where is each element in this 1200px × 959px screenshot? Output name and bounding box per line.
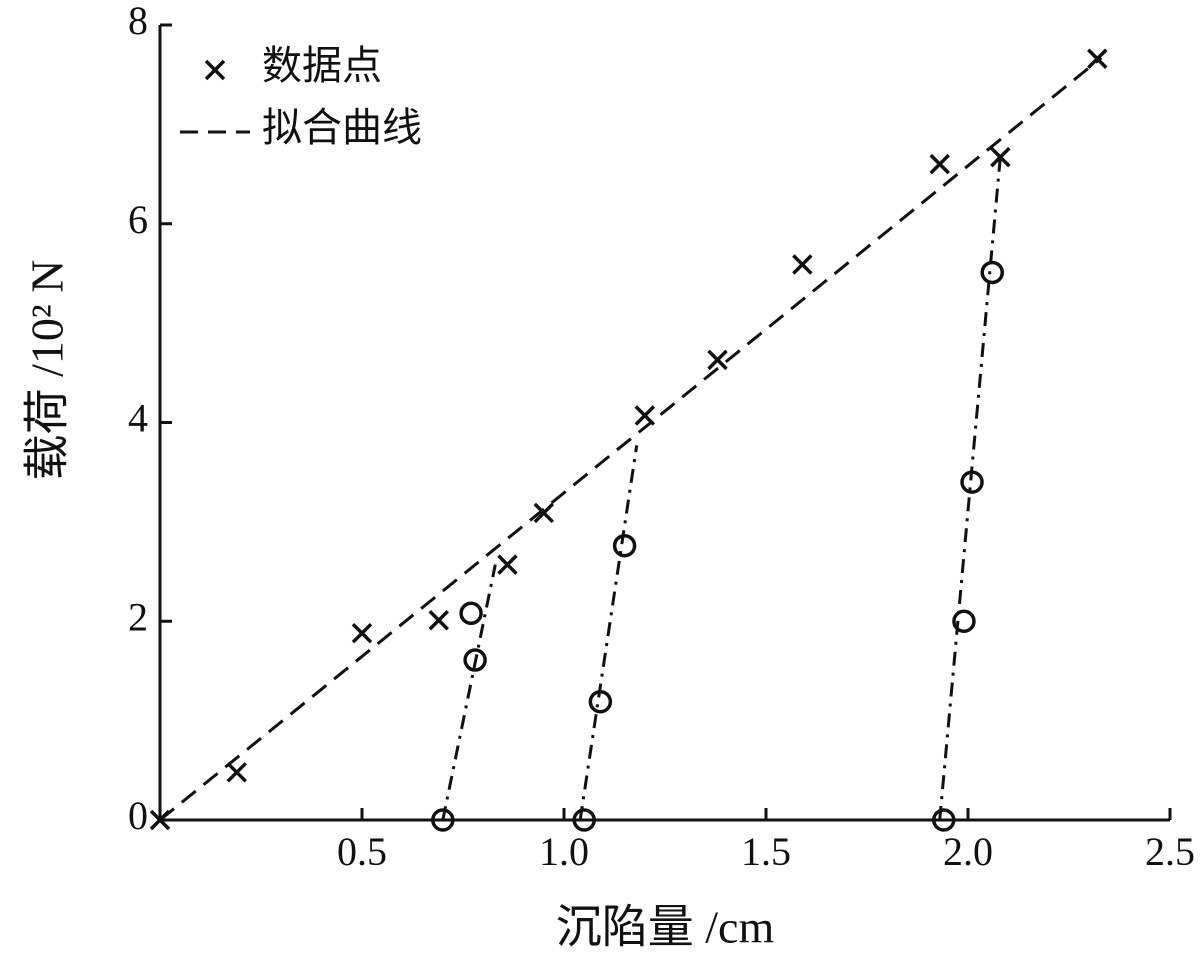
cross-marker xyxy=(929,153,950,175)
x-tick-label: 1.5 xyxy=(741,829,791,874)
cross-marker xyxy=(990,146,1011,168)
cross-stroke xyxy=(929,153,950,175)
x-tick-label: 1.0 xyxy=(539,829,589,874)
cross-marker xyxy=(204,59,226,81)
circle-marker xyxy=(952,609,976,633)
x-axis-title: 沉陷量 /cm xyxy=(556,902,775,953)
cross-marker xyxy=(792,254,813,275)
cross-marker xyxy=(1087,48,1108,70)
series-line xyxy=(441,564,497,821)
cross-stroke xyxy=(707,349,728,371)
circle-marker xyxy=(572,808,596,832)
circle-marker xyxy=(463,648,487,672)
series-line xyxy=(938,157,1002,821)
y-tick-label: 4 xyxy=(128,396,148,441)
cross-marker xyxy=(707,349,728,371)
circle-marker xyxy=(459,601,483,626)
cross-stroke xyxy=(533,502,555,524)
cross-stroke xyxy=(204,59,226,81)
cross-stroke xyxy=(428,610,449,631)
series-line xyxy=(578,445,639,821)
legend-label: 拟合曲线 xyxy=(262,105,422,150)
circle-marker xyxy=(980,260,1004,285)
x-tick-label: 0.5 xyxy=(337,829,387,874)
cross-marker xyxy=(226,762,247,783)
x-tick-label: 2.5 xyxy=(1145,829,1195,874)
circle-marker xyxy=(932,808,956,832)
cross-stroke xyxy=(351,622,373,644)
cross-stroke xyxy=(634,405,656,426)
cross-marker xyxy=(428,610,449,631)
x-tick-label: 2.0 xyxy=(943,829,993,874)
y-tick-label: 8 xyxy=(128,0,148,43)
circle-marker xyxy=(612,533,637,558)
y-tick-label: 0 xyxy=(128,793,148,838)
y-tick-label: 6 xyxy=(128,197,148,242)
cross-stroke xyxy=(226,762,247,783)
cross-stroke xyxy=(497,554,518,575)
cross-marker xyxy=(533,502,555,524)
y-axis-title: 载荷 /10² N xyxy=(22,260,73,481)
cross-stroke xyxy=(792,254,813,275)
y-tick-label: 2 xyxy=(128,594,148,639)
series-line xyxy=(159,56,1103,822)
circle-marker xyxy=(431,808,455,832)
legend-label: 数据点 xyxy=(262,43,382,88)
cross-stroke xyxy=(990,146,1011,168)
cross-stroke xyxy=(1087,48,1108,70)
cross-marker xyxy=(351,622,373,644)
cross-marker xyxy=(497,554,518,575)
